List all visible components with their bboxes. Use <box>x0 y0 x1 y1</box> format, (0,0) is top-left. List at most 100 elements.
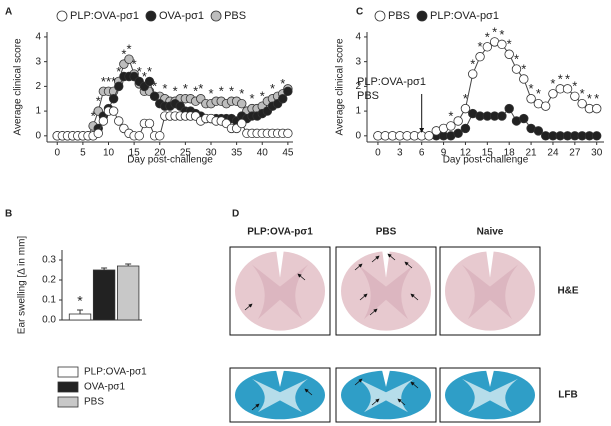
y-axis-label: Average clinical score <box>335 38 346 136</box>
x-tick-label: 30 <box>205 148 217 159</box>
significance-mark: * <box>198 81 203 96</box>
y-tick-label: 4 <box>35 32 41 43</box>
x-tick-label: 9 <box>441 148 447 159</box>
data-point <box>446 121 456 131</box>
y-tick-label: 1 <box>35 106 41 117</box>
data-point <box>497 111 507 121</box>
y-tick-label: 0.2 <box>42 275 56 286</box>
panel-label: A <box>5 7 12 18</box>
column-header: PBS <box>376 227 397 238</box>
x-tick-label: 40 <box>257 148 269 159</box>
significance-mark: * <box>463 91 468 106</box>
gray-matter <box>358 378 414 413</box>
lesion-arrow <box>359 293 368 301</box>
legend-swatch <box>57 381 79 393</box>
y-tick-label: 4 <box>355 32 361 43</box>
x-tick-label: 20 <box>154 148 166 159</box>
bar <box>117 265 140 321</box>
y-axis-label: Average clinical score <box>13 38 24 136</box>
legend-swatch <box>57 396 79 408</box>
data-point <box>237 118 247 129</box>
data-point <box>562 84 573 94</box>
significance-mark: * <box>229 84 234 99</box>
lesion-arrow <box>354 263 363 271</box>
significance-mark: * <box>132 56 137 71</box>
data-point <box>533 126 544 136</box>
x-tick-label: 15 <box>482 148 494 159</box>
x-tick-label: 35 <box>231 148 243 159</box>
data-point <box>278 94 288 104</box>
data-point <box>482 42 493 52</box>
x-tick-label: 27 <box>569 148 581 159</box>
lesion-arrow <box>404 261 413 269</box>
lesion-arrow <box>387 253 396 261</box>
data-point <box>424 131 434 141</box>
significance-mark: * <box>193 84 198 99</box>
significance-mark: * <box>558 71 563 86</box>
data-point <box>519 113 529 124</box>
x-tick-label: 15 <box>129 148 141 159</box>
significance-mark: * <box>208 86 213 101</box>
data-point <box>548 89 558 99</box>
y-tick-label: 2 <box>355 81 361 92</box>
data-point <box>460 123 471 134</box>
legend-marker <box>145 10 157 22</box>
significance-mark: * <box>260 89 265 104</box>
x-tick-label: 0 <box>54 148 60 159</box>
x-tick-label: 18 <box>504 148 516 159</box>
column-header: Naive <box>477 227 504 238</box>
significance-mark: * <box>239 86 244 101</box>
data-point <box>108 94 119 104</box>
y-tick-label: 1 <box>355 106 361 117</box>
data-point <box>592 103 602 114</box>
y-tick-label: 0 <box>355 130 361 141</box>
gray-matter <box>252 264 308 320</box>
error-bar <box>101 267 108 270</box>
error-bar <box>77 309 84 314</box>
significance-mark: * <box>101 74 106 89</box>
x-tick-label: 25 <box>180 148 192 159</box>
significance-mark: * <box>492 24 497 39</box>
x-tick-label: 10 <box>103 148 115 159</box>
significance-mark: * <box>280 76 285 91</box>
row-header: H&E <box>557 286 578 297</box>
data-point <box>237 98 247 109</box>
y-axis-label: Ear swelling [Δ in mm] <box>17 236 28 335</box>
x-axis-label: Day post-challenge <box>443 155 529 166</box>
significance-mark: * <box>572 79 577 94</box>
arrow-label: PBS <box>357 90 379 102</box>
data-point <box>504 49 514 59</box>
data-point <box>504 103 514 114</box>
data-point <box>114 116 124 126</box>
panel-label: C <box>356 7 363 18</box>
significance-mark: * <box>249 91 254 106</box>
significance-mark: * <box>477 39 482 54</box>
data-point <box>577 98 587 109</box>
y-tick-label: 0 <box>35 130 41 141</box>
column-header: PLP:OVA-pσ1 <box>247 227 313 238</box>
data-point <box>124 54 134 64</box>
significance-mark: * <box>121 47 126 62</box>
significance-mark: * <box>219 84 224 99</box>
data-point <box>283 86 293 97</box>
significance-mark: * <box>594 91 599 106</box>
lesion-arrow <box>371 398 380 406</box>
x-tick-label: 12 <box>460 148 472 159</box>
lesion-arrow <box>369 308 378 316</box>
significance-mark: * <box>550 76 555 91</box>
significance-mark: * <box>470 56 475 71</box>
data-point <box>475 52 485 62</box>
significance-mark: * <box>152 79 157 94</box>
significance-mark: * <box>485 29 490 44</box>
x-axis-label: Day post-challenge <box>127 155 213 166</box>
significance-mark: * <box>116 64 121 79</box>
x-tick-label: 5 <box>80 148 86 159</box>
significance-mark: * <box>173 84 178 99</box>
data-point <box>149 91 160 101</box>
significance-mark: * <box>270 81 275 96</box>
significance-mark: * <box>142 69 147 84</box>
significance-mark: * <box>96 94 101 109</box>
legend-label: PBS <box>224 10 246 22</box>
legend-label: PBS <box>84 397 104 408</box>
data-point <box>93 128 103 139</box>
